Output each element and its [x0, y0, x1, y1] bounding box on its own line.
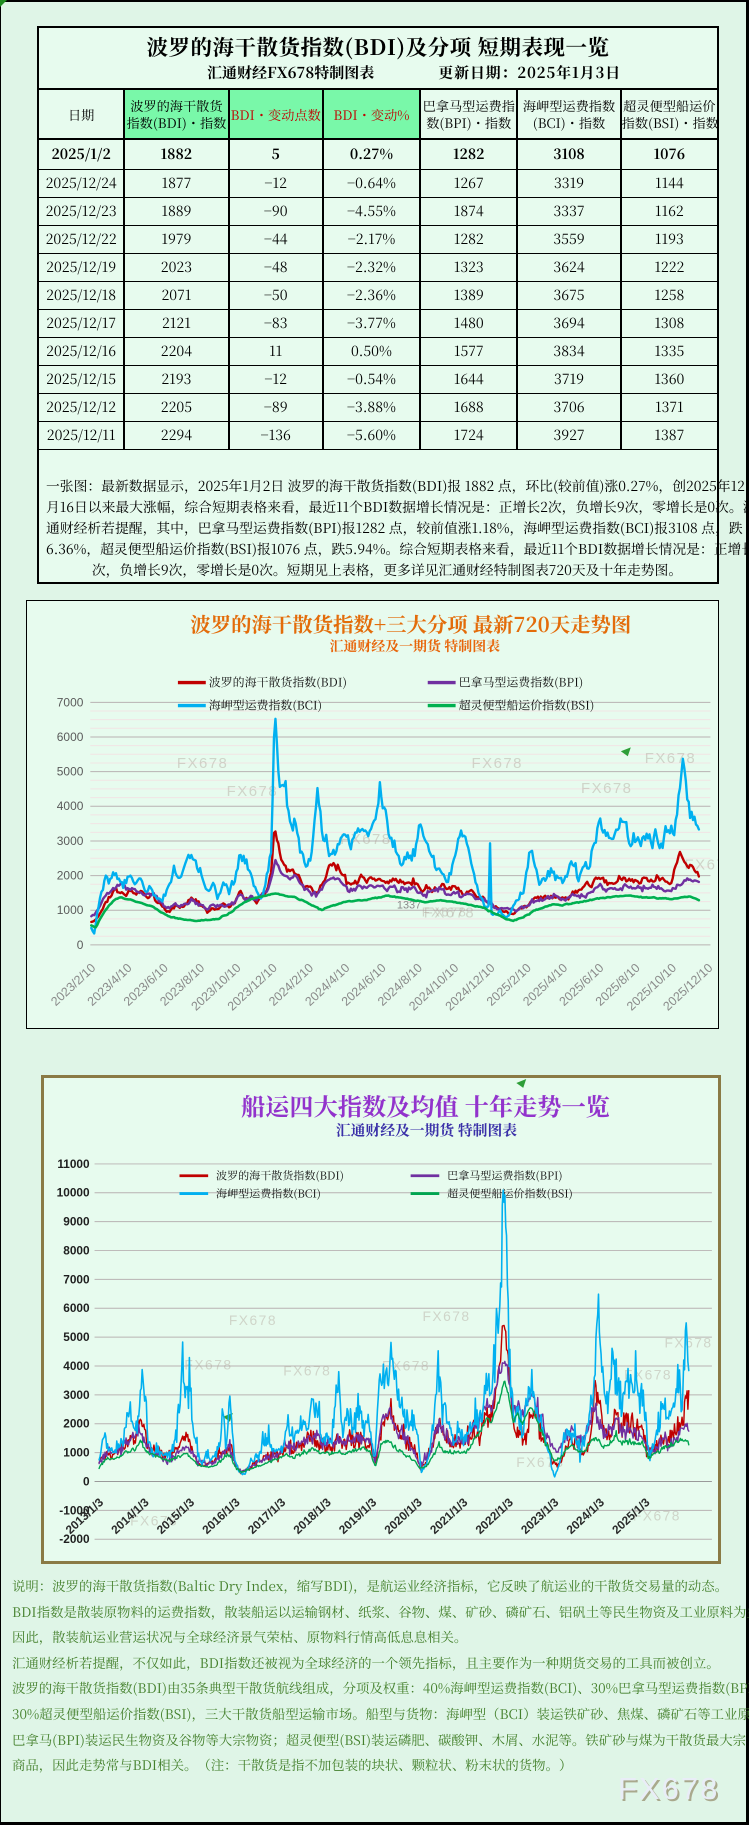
svg-text:FX678: FX678 — [283, 1362, 331, 1378]
svg-text:波罗的海干散货指数(BDI): 波罗的海干散货指数(BDI) — [209, 674, 347, 691]
svg-text:FX678: FX678 — [645, 750, 696, 767]
svg-text:0: 0 — [83, 1474, 90, 1488]
svg-text:2024/1/3: 2024/1/3 — [564, 1495, 608, 1537]
svg-text:5000: 5000 — [57, 765, 84, 779]
svg-text:-1000: -1000 — [59, 1503, 90, 1517]
svg-text:巴拿马型运费指数(BPI): 巴拿马型运费指数(BPI) — [459, 674, 584, 691]
svg-text:2018/1/3: 2018/1/3 — [290, 1495, 334, 1537]
svg-text:2021/1/3: 2021/1/3 — [427, 1495, 471, 1537]
svg-text:波罗的海干散货指数+三大分项 最新720天走势图: 波罗的海干散货指数+三大分项 最新720天走势图 — [190, 609, 631, 638]
svg-text:FX678: FX678 — [184, 1356, 232, 1372]
svg-text:1000: 1000 — [57, 903, 84, 917]
svg-text:FX678: FX678 — [422, 1308, 470, 1324]
svg-text:FX678: FX678 — [581, 780, 632, 797]
svg-text:FX678: FX678 — [472, 755, 523, 772]
svg-text:1000: 1000 — [63, 1446, 90, 1460]
svg-text:超灵便型船运价指数(BSI): 超灵便型船运价指数(BSI) — [447, 1186, 573, 1202]
svg-text:波罗的海干散货指数(BDI): 波罗的海干散货指数(BDI) — [216, 1168, 344, 1184]
svg-text:9000: 9000 — [63, 1215, 90, 1229]
svg-text:7000: 7000 — [63, 1272, 90, 1286]
svg-text:FX678: FX678 — [177, 755, 228, 772]
svg-text:11000: 11000 — [57, 1157, 90, 1171]
svg-text:FX678: FX678 — [424, 905, 475, 922]
svg-text:汇通财经及一期货 特制图表: 汇通财经及一期货 特制图表 — [330, 635, 501, 655]
svg-text:4000: 4000 — [63, 1359, 90, 1373]
svg-text:FX678: FX678 — [633, 1508, 681, 1524]
svg-text:船运四大指数及均值 十年走势一览: 船运四大指数及均值 十年走势一览 — [241, 1088, 610, 1123]
svg-text:3000: 3000 — [63, 1388, 90, 1402]
svg-text:FX678: FX678 — [664, 1335, 712, 1351]
svg-text:FX678: FX678 — [227, 783, 278, 800]
svg-text:2020/1/3: 2020/1/3 — [382, 1495, 426, 1537]
svg-text:2017/1/3: 2017/1/3 — [245, 1495, 289, 1537]
svg-text:汇通财经及一期货 特制图表: 汇通财经及一期货 特制图表 — [336, 1119, 517, 1140]
svg-text:巴拿马型运费指数(BPI): 巴拿马型运费指数(BPI) — [447, 1168, 562, 1184]
svg-text:2019/1/3: 2019/1/3 — [336, 1495, 380, 1537]
svg-text:2000: 2000 — [63, 1417, 90, 1431]
svg-text:FX678: FX678 — [422, 905, 468, 920]
svg-text:2022/1/3: 2022/1/3 — [473, 1495, 517, 1537]
svg-text:2023/1/3: 2023/1/3 — [518, 1495, 562, 1537]
svg-text:3000: 3000 — [57, 834, 84, 848]
svg-text:超灵便型船运价指数(BSI): 超灵便型船运价指数(BSI) — [459, 696, 595, 713]
svg-text:6000: 6000 — [63, 1301, 90, 1315]
svg-text:1337: 1337 — [397, 900, 421, 912]
svg-text:FX678: FX678 — [229, 1312, 277, 1328]
svg-text:海岬型运费指数(BCI): 海岬型运费指数(BCI) — [209, 696, 322, 713]
svg-text:FX678: FX678 — [130, 1512, 178, 1528]
svg-text:-2000: -2000 — [59, 1532, 90, 1546]
svg-text:5000: 5000 — [63, 1330, 90, 1344]
svg-text:8000: 8000 — [63, 1244, 90, 1258]
svg-text:2000: 2000 — [57, 869, 84, 883]
svg-text:10000: 10000 — [57, 1186, 90, 1200]
svg-text:7000: 7000 — [57, 695, 84, 709]
svg-text:6000: 6000 — [57, 730, 84, 744]
svg-text:0: 0 — [77, 938, 84, 952]
svg-text:2016/1/3: 2016/1/3 — [199, 1495, 243, 1537]
svg-text:4000: 4000 — [57, 799, 84, 813]
svg-text:海岬型运费指数(BCI): 海岬型运费指数(BCI) — [216, 1186, 321, 1202]
